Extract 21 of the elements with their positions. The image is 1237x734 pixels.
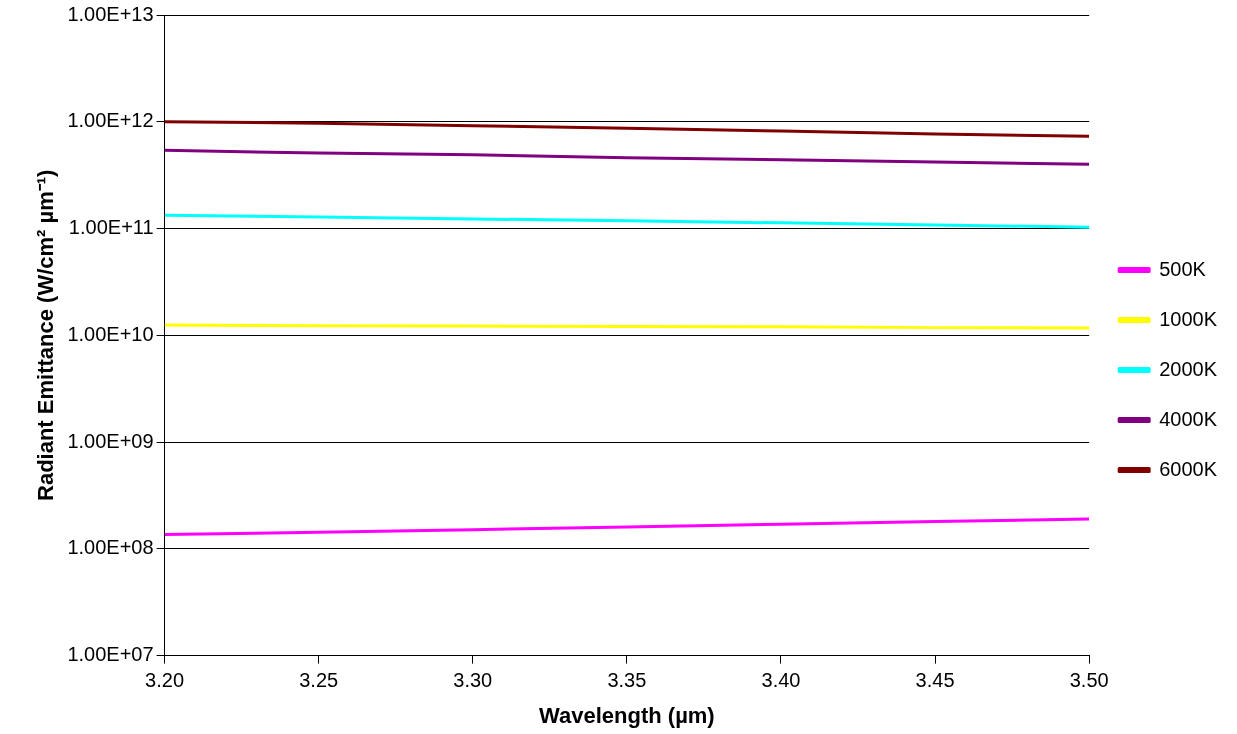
legend-label: 2000K: [1159, 357, 1218, 380]
x-tick-label: 3.40: [761, 669, 801, 692]
legend-label: 1000K: [1159, 307, 1218, 330]
x-tick-label: 3.20: [145, 669, 185, 692]
legend-label: 500K: [1159, 257, 1207, 280]
x-axis-title: Wavelength (µm): [539, 702, 715, 728]
x-tick-label: 3.30: [453, 669, 493, 692]
x-tick-label: 3.50: [1069, 669, 1109, 692]
y-tick-label: 1.00E+10: [67, 322, 154, 345]
y-tick-label: 1.00E+13: [67, 2, 154, 25]
y-tick-label: 1.00E+09: [67, 429, 154, 452]
y-tick-label: 1.00E+11: [68, 216, 154, 239]
y-tick-label: 1.00E+12: [67, 109, 154, 132]
legend-label: 4000K: [1159, 407, 1218, 430]
y-tick-label: 1.00E+08: [67, 536, 154, 559]
x-tick-label: 3.35: [607, 669, 647, 692]
y-axis-title: Radiant Emittance (W/cm² µm⁻¹): [33, 169, 59, 501]
y-tick-label: 1.00E+07: [67, 643, 154, 666]
x-tick-label: 3.45: [915, 669, 955, 692]
x-tick-label: 3.25: [299, 669, 339, 692]
legend-label: 6000K: [1159, 457, 1218, 480]
